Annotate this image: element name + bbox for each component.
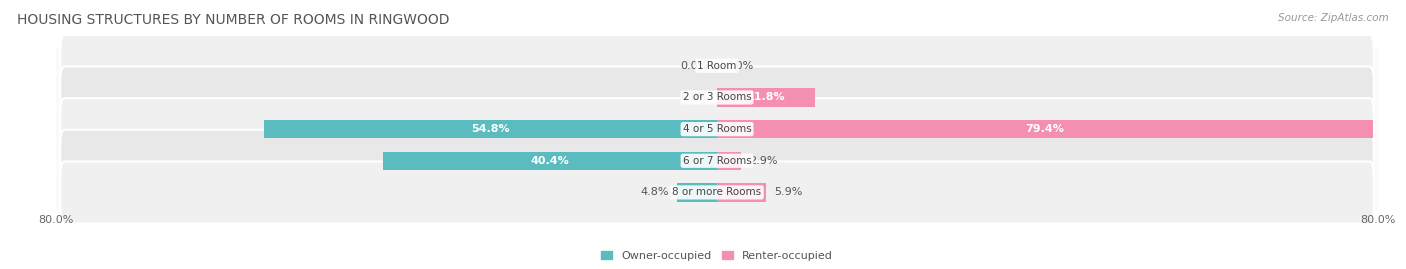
- Text: 4 or 5 Rooms: 4 or 5 Rooms: [683, 124, 751, 134]
- Text: 0.0%: 0.0%: [681, 61, 709, 71]
- Text: 0.0%: 0.0%: [725, 61, 754, 71]
- Bar: [717, 183, 766, 201]
- Text: HOUSING STRUCTURES BY NUMBER OF ROOMS IN RINGWOOD: HOUSING STRUCTURES BY NUMBER OF ROOMS IN…: [17, 13, 450, 27]
- Text: 6 or 7 Rooms: 6 or 7 Rooms: [683, 156, 751, 166]
- Text: 2 or 3 Rooms: 2 or 3 Rooms: [683, 93, 751, 102]
- Bar: [264, 120, 717, 138]
- Text: 5.9%: 5.9%: [775, 187, 803, 197]
- Bar: [717, 120, 1372, 138]
- Text: 40.4%: 40.4%: [531, 156, 569, 166]
- Bar: [717, 88, 814, 107]
- FancyBboxPatch shape: [60, 98, 1374, 160]
- Text: 2.9%: 2.9%: [749, 156, 778, 166]
- Text: 54.8%: 54.8%: [471, 124, 510, 134]
- Text: 0.0%: 0.0%: [681, 93, 709, 102]
- Legend: Owner-occupied, Renter-occupied: Owner-occupied, Renter-occupied: [596, 247, 838, 266]
- FancyBboxPatch shape: [60, 130, 1374, 192]
- Bar: [717, 152, 741, 170]
- FancyBboxPatch shape: [60, 161, 1374, 224]
- Text: Source: ZipAtlas.com: Source: ZipAtlas.com: [1278, 13, 1389, 23]
- Bar: [384, 152, 717, 170]
- FancyBboxPatch shape: [60, 66, 1374, 129]
- Bar: [678, 183, 717, 201]
- Text: 8 or more Rooms: 8 or more Rooms: [672, 187, 762, 197]
- Text: 4.8%: 4.8%: [641, 187, 669, 197]
- FancyBboxPatch shape: [60, 35, 1374, 97]
- Text: 1 Room: 1 Room: [697, 61, 737, 71]
- Text: 79.4%: 79.4%: [1025, 124, 1064, 134]
- Text: 11.8%: 11.8%: [747, 93, 785, 102]
